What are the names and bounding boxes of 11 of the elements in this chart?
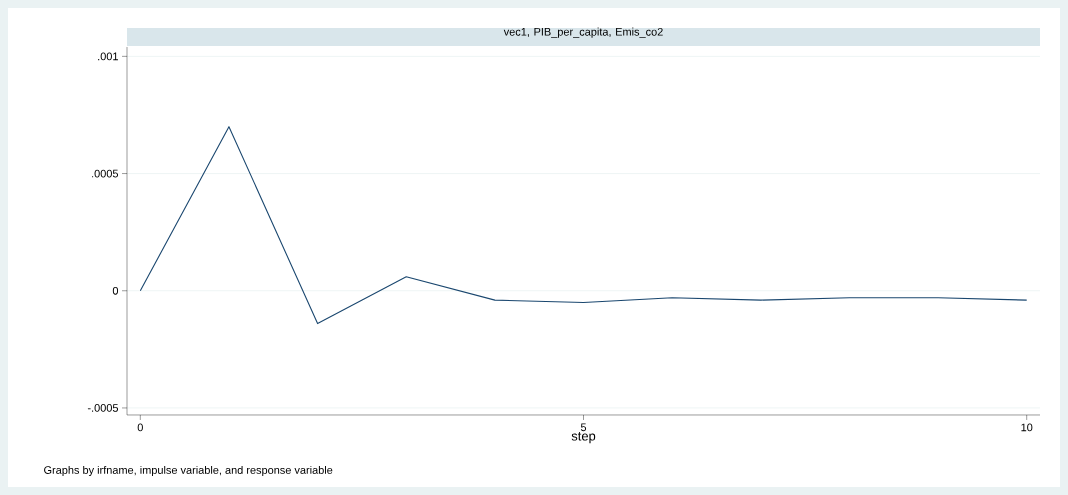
line-series <box>139 126 1028 325</box>
text: Graphs by irfname, impulse variable, and response variable <box>44 465 333 477</box>
x-tick-label: 5 <box>580 423 587 432</box>
x-tick-label: 0 <box>137 423 143 432</box>
y-tick-label: -.0005 <box>87 404 119 412</box>
chart-title: vec1, PIB_per_capita, Emis_co2 <box>503 27 663 38</box>
x-axis-title: step <box>571 432 596 444</box>
x-tick-label: 10 <box>1021 423 1033 432</box>
y-tick-label: 0 <box>112 286 119 295</box>
y-tick-label: .0005 <box>92 169 119 178</box>
y-tick-label: .001 <box>98 52 118 61</box>
